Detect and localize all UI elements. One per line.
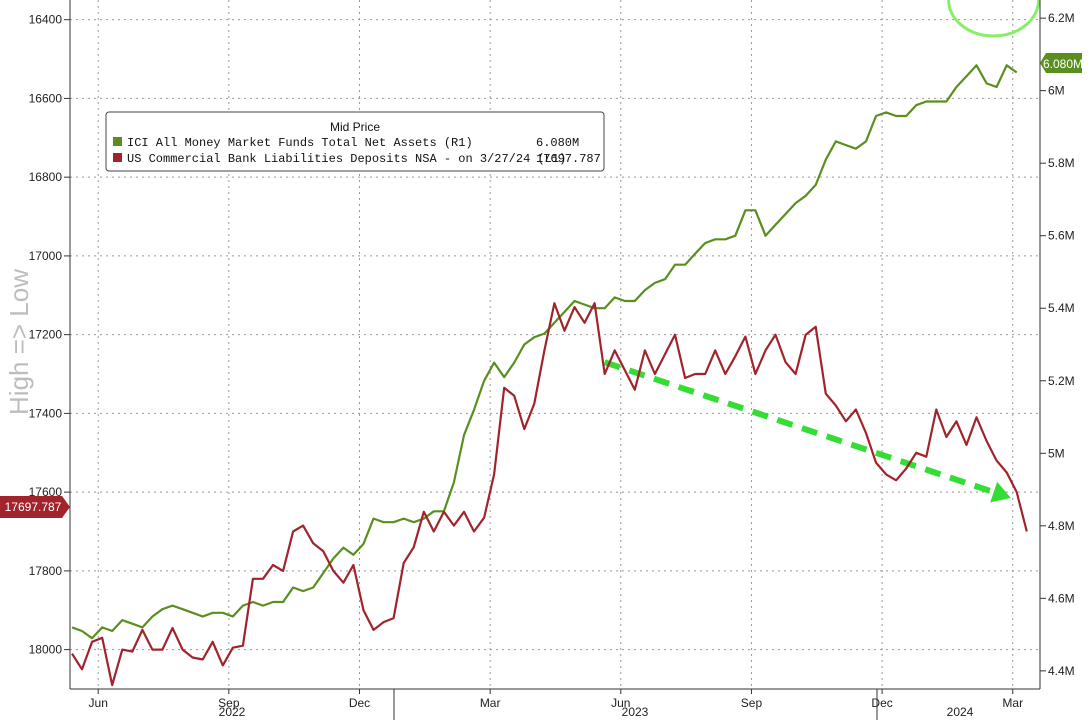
left-tick-label: 17200 <box>29 328 63 342</box>
x-month-label: Sep <box>741 696 763 710</box>
left-tick-label: 17600 <box>29 485 63 499</box>
x-month-label: Dec <box>349 696 370 710</box>
x-month-label: Jun <box>89 696 108 710</box>
left-tick-label: 17800 <box>29 564 63 578</box>
left-tick-label: 18000 <box>29 643 63 657</box>
highlight-ellipse <box>947 0 1041 38</box>
x-month-label: Jun <box>611 696 630 710</box>
chart-title: Mid Price <box>330 120 380 134</box>
x-year-label: 2023 <box>622 705 649 719</box>
legend-series-2-name: US Commercial Bank Liabilities Deposits … <box>127 152 566 166</box>
series-line-bank-deposits <box>71 302 1028 687</box>
right-tick-label: 4.4M <box>1048 664 1075 678</box>
left-tick-label: 16600 <box>29 91 63 105</box>
series-line-money-market <box>71 64 1018 640</box>
right-value-tag-text: 6.080M <box>1043 57 1083 71</box>
right-tick-label: 5.8M <box>1048 156 1075 170</box>
legend-series-1-value: 6.080M <box>536 136 579 150</box>
right-tick-label: 4.6M <box>1048 591 1075 605</box>
grid-layer <box>70 0 1040 689</box>
x-month-label: Dec <box>871 696 892 710</box>
x-year-label: 2022 <box>219 705 246 719</box>
right-tick-label: 5.6M <box>1048 229 1075 243</box>
trend-arrow-shaft <box>603 359 995 495</box>
legend-box <box>105 111 605 172</box>
left-value-tag: 17697.787 <box>0 496 70 518</box>
annotation-layer <box>603 0 1041 503</box>
series-layer <box>71 64 1028 687</box>
x-month-label: Mar <box>1002 696 1023 710</box>
axis-layer: 16400 16600 16800 17000 17200 17400 17600 17800… <box>29 0 1075 720</box>
legend: Mid Price ICI All Money Market Funds Tot… <box>105 111 605 172</box>
left-value-tag-bg <box>0 496 70 518</box>
left-tick-label: 17400 <box>29 406 63 420</box>
left-tick-label: 16800 <box>29 170 63 184</box>
right-tick-label: 4.8M <box>1048 519 1075 533</box>
left-tick-label: 17000 <box>29 249 63 263</box>
right-tick-label: 6M <box>1048 84 1065 98</box>
right-value-tag: 6.080M <box>1040 53 1083 73</box>
right-tick-label: 5.2M <box>1048 374 1075 388</box>
legend-series-1-name: ICI All Money Market Funds Total Net Ass… <box>127 136 473 150</box>
trend-arrow-head <box>990 481 1011 503</box>
right-tick-label: 6.2M <box>1048 11 1075 25</box>
right-tick-label: 5M <box>1048 446 1065 460</box>
legend-swatch-green <box>113 137 122 146</box>
x-month-label: Mar <box>480 696 501 710</box>
legend-series-2-value: 17697.787 <box>536 152 601 166</box>
right-tick-label: 5.4M <box>1048 301 1075 315</box>
left-value-tag-text: 17697.787 <box>5 500 62 514</box>
x-year-label: 2024 <box>947 705 974 719</box>
side-label: High => Low <box>4 269 34 415</box>
left-tick-label: 16400 <box>29 13 63 27</box>
right-value-tag-bg <box>1040 53 1082 73</box>
legend-swatch-red <box>113 153 122 162</box>
x-month-label: Sep <box>218 696 240 710</box>
